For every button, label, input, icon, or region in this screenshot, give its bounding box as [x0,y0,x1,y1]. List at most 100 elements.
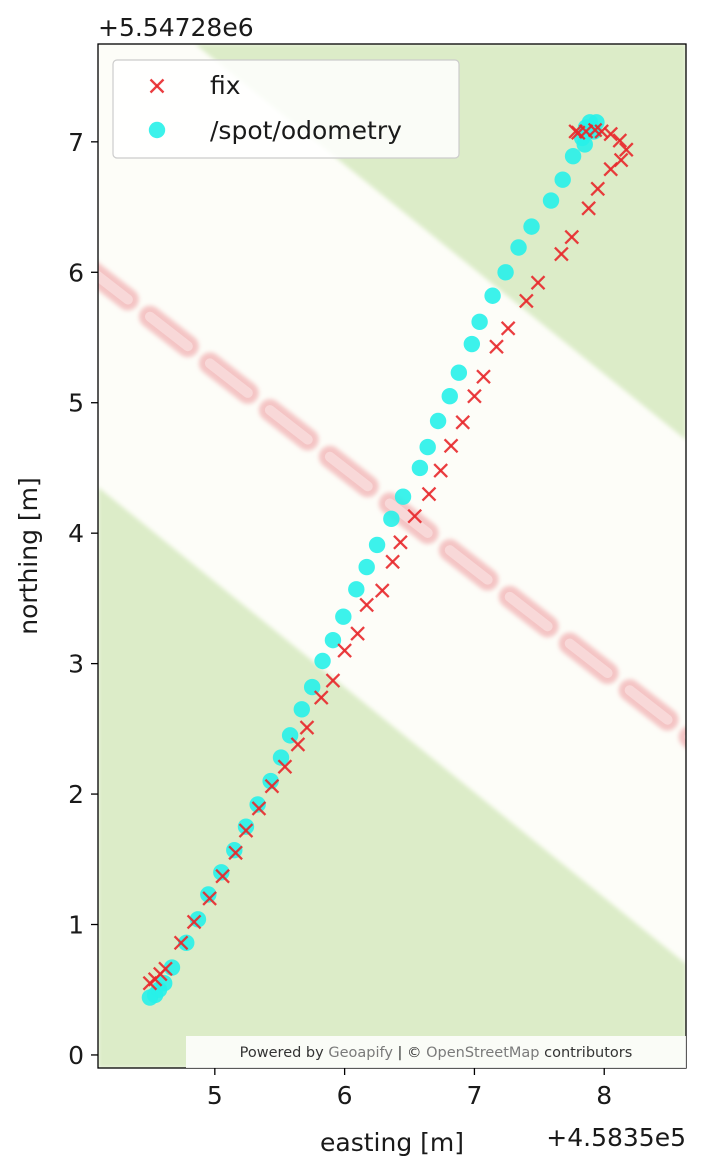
fix-point [228,845,243,861]
attribution-suffix: contributors [540,1045,633,1061]
y-axis-label: northing [m] [14,477,43,635]
map-dashed-road-core [98,269,686,741]
y-tick-label: 6 [68,258,84,287]
odometry-point [335,608,352,625]
odometry-point [411,459,429,477]
fix-point [350,626,365,641]
odometry-point [293,701,310,718]
attribution-separator: | © [393,1045,426,1061]
x-tick-label: 7 [466,1081,482,1110]
fix-point [530,275,546,291]
odometry-point [368,536,386,554]
y-tick-label: 0 [68,1041,84,1070]
odometry-point [178,934,195,951]
odometry-point [564,147,582,165]
odometry-point [576,136,593,153]
fix-point [359,597,375,613]
fix-point [173,935,189,951]
legend: fix /spot/odometry [112,59,460,159]
fix-point [476,369,491,384]
odometry-point [484,287,501,304]
fix-point [443,438,459,454]
x-tick-label: 8 [596,1081,612,1110]
map-attribution: Powered by Geoapify | © OpenStreetMap co… [186,1036,686,1068]
fix-point [554,246,569,262]
y-tick-label: 4 [68,519,84,548]
y-axis-ticks: 0 1 2 3 4 5 6 7 [68,128,98,1070]
odometry-point [324,631,342,649]
x-axis-label: easting [m] [320,1128,464,1157]
fix-point [500,321,516,336]
odometry-point [200,886,217,903]
fix-point [238,823,254,838]
odometry-point [237,818,255,835]
odometry-point [383,510,400,528]
legend-box [112,59,460,159]
fix-point [618,142,634,157]
fix-point [421,486,437,502]
y-tick-label: 3 [68,650,84,679]
fix-point [603,126,619,142]
y-tick-label: 5 [68,389,84,418]
odometry-point [213,864,230,881]
fix-point [393,534,408,550]
fix-point [455,414,471,430]
odometry-point [510,239,527,256]
odometry-point [463,335,481,353]
map-background [98,44,686,1068]
odometry-point [450,364,468,381]
fix-point [590,181,606,197]
y-tick-label: 2 [68,780,84,809]
fix-point [581,201,596,216]
odometry-point [358,558,375,576]
odometry-point [394,488,412,505]
odometry-point [471,313,488,331]
odometry-point [497,264,514,281]
fix-point [215,868,230,884]
fix-point [407,508,423,524]
odometry-point [314,652,331,670]
data-marks [141,114,634,1006]
fix-point [489,339,504,354]
legend-odometry-dot-icon [148,121,166,139]
fix-point [519,293,534,309]
fix-point [612,133,628,148]
fix-point [433,463,448,478]
fix-point [158,961,173,977]
odometry-point [542,192,560,209]
x-axis-ticks: 5 6 7 8 [207,1068,612,1110]
legend-fix-x-icon [149,78,165,94]
attribution-provider-link[interactable]: Geoapify [328,1045,393,1061]
odometry-point [429,412,447,430]
odometry-point [155,975,173,992]
fix-point [251,801,267,816]
x-tick-label: 5 [207,1081,223,1110]
legend-odometry-label: /spot/odometry [210,116,402,145]
fix-point [374,583,390,598]
y-offset-label: +5.54728e6 [98,13,254,42]
odometry-point [419,438,436,456]
fix-point [613,152,629,168]
legend-fix-marker [149,78,165,94]
legend-fix-label: fix [210,71,241,100]
fix-point [337,643,352,658]
attribution-prefix: Powered by [240,1045,329,1061]
fix-point [467,388,482,404]
fix-point [290,737,306,752]
attribution-box [186,1036,686,1068]
odometry-point [249,796,266,813]
odometry-point [554,171,571,188]
odometry-point [523,218,540,235]
odometry-point [348,581,365,598]
x-tick-label: 6 [337,1081,353,1110]
fix-point [264,778,280,794]
odometry-point [441,388,458,405]
odometry-point [272,749,290,766]
fix-point [325,673,341,688]
fix-point [564,229,580,245]
map-green-area-lower [98,487,686,1068]
fix-point [277,759,293,774]
fix-point [568,124,583,139]
attribution-osm-link[interactable]: OpenStreetMap [426,1045,539,1061]
